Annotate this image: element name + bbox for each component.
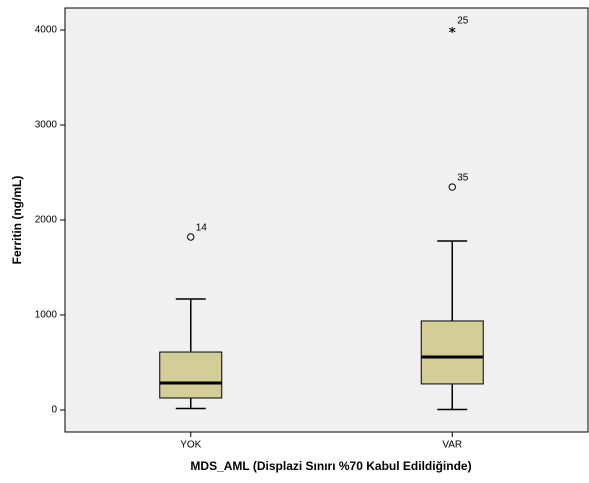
- box: [420, 320, 484, 385]
- x-axis-title: MDS_AML (Displazi Sınırı %70 Kabul Edild…: [190, 459, 471, 473]
- y-tick-label: 1000: [35, 310, 58, 321]
- box: [159, 351, 223, 399]
- x-tick-label: YOK: [180, 440, 201, 451]
- extreme: [448, 27, 456, 34]
- y-tick-label: 0: [51, 405, 57, 416]
- y-tick-label: 3000: [35, 120, 58, 131]
- y-axis-title: Ferritin (ng/mL): [10, 176, 24, 265]
- y-tick-label: 4000: [35, 25, 58, 36]
- case-label: 25: [457, 16, 469, 27]
- outlier: [187, 233, 195, 241]
- case-label: 14: [196, 223, 208, 234]
- case-label: 35: [457, 173, 469, 184]
- y-tick-label: 2000: [35, 215, 58, 226]
- outlier: [448, 183, 456, 191]
- x-tick-label: VAR: [442, 440, 462, 451]
- plot-area: [64, 7, 589, 433]
